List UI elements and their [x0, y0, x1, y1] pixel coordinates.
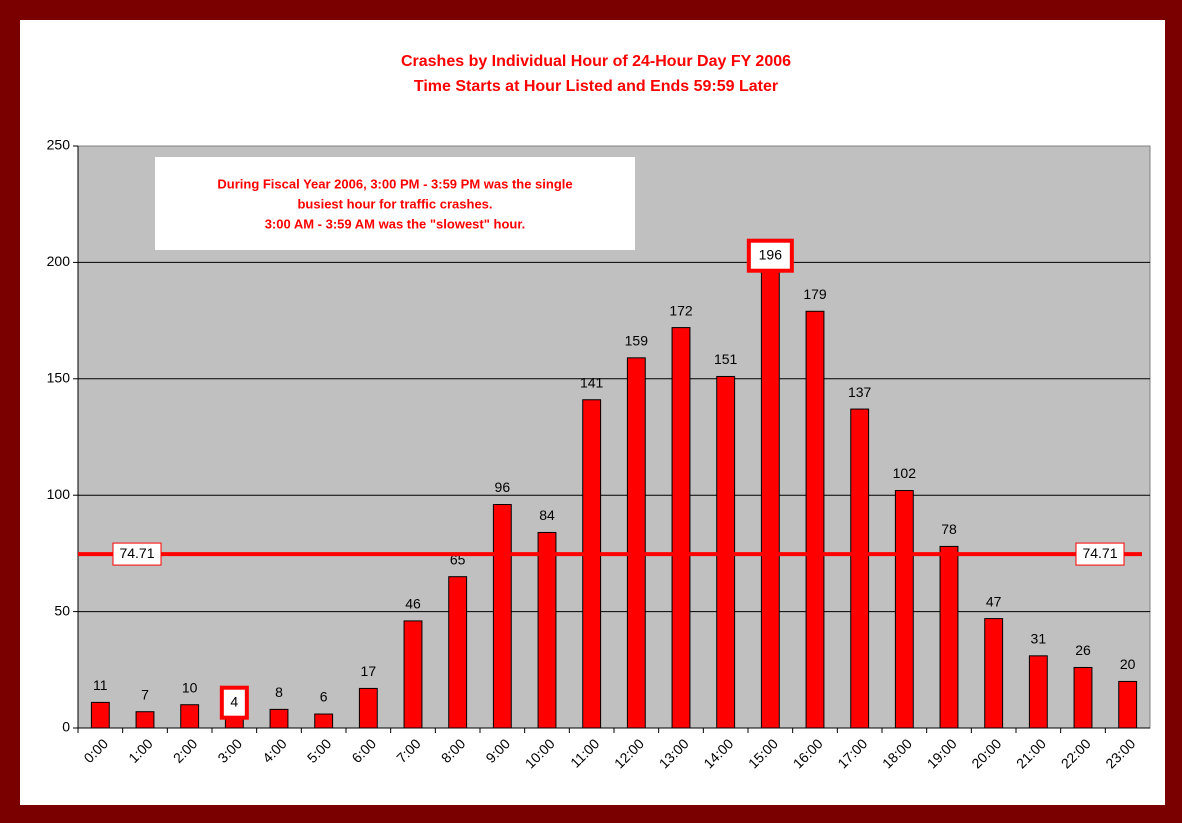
annotation: busiest hour for traffic crashes.: [297, 196, 492, 211]
data-label: 102: [893, 465, 917, 481]
bar: [671, 327, 691, 729]
data-label: 7: [141, 686, 149, 702]
bar: [537, 531, 557, 729]
data-label: 96: [495, 479, 511, 495]
average-label: 74.71: [1082, 545, 1117, 561]
data-label: 26: [1075, 642, 1091, 658]
highlight-box: [219, 685, 249, 720]
data-label: 47: [986, 593, 1002, 609]
bar: [805, 310, 825, 729]
annotation: 3:00 AM - 3:59 AM was the "slowest" hour…: [265, 216, 526, 231]
bar: [582, 399, 602, 729]
bar: [939, 545, 959, 729]
data-label: 78: [941, 521, 957, 537]
bar: [1028, 655, 1048, 729]
data-label: 31: [1031, 631, 1047, 647]
highlight-box: [746, 238, 794, 273]
data-label: 8: [275, 684, 283, 700]
bar: [1073, 666, 1093, 729]
bar: [269, 708, 289, 729]
data-label: 11: [93, 677, 108, 693]
bar: [894, 490, 914, 729]
annotation: During Fiscal Year 2006, 3:00 PM - 3:59 …: [217, 176, 572, 191]
data-label: 159: [625, 333, 649, 349]
data-label: 196: [759, 246, 783, 262]
bar: [760, 271, 780, 729]
data-label: 172: [669, 302, 693, 318]
bar: [448, 576, 468, 729]
data-label: 6: [320, 689, 328, 705]
y-tick-label: 0: [62, 719, 70, 735]
bar: [180, 704, 200, 729]
data-label: 84: [539, 507, 555, 523]
data-label: 17: [361, 663, 377, 679]
bar: [90, 701, 110, 729]
data-label: 141: [580, 374, 604, 390]
annotation-box: [155, 157, 635, 250]
chart-subtitle: Time Starts at Hour Listed and Ends 59:5…: [414, 78, 778, 95]
bar: [626, 357, 646, 729]
y-tick-label: 250: [47, 137, 71, 153]
average-label: 74.71: [119, 545, 154, 561]
bar: [492, 504, 512, 729]
data-label: 4: [230, 693, 238, 709]
bar: [403, 620, 423, 729]
average-label-box: [1075, 542, 1125, 566]
y-tick-label: 100: [47, 486, 71, 502]
bar: [1118, 680, 1138, 729]
data-label: 20: [1120, 656, 1136, 672]
data-label: 10: [182, 679, 198, 695]
data-label: 179: [803, 286, 827, 302]
bar: [358, 687, 378, 729]
bar: [314, 713, 334, 729]
chart-title: Crashes by Individual Hour of 24-Hour Da…: [401, 53, 791, 70]
bar: [135, 711, 155, 729]
bar: [984, 618, 1004, 729]
data-label: 46: [405, 596, 421, 612]
bar: [224, 718, 244, 729]
bar: [850, 408, 870, 729]
y-tick-label: 50: [54, 602, 70, 618]
average-label-box: [112, 542, 162, 566]
data-label: 137: [848, 384, 872, 400]
y-tick-label: 200: [47, 253, 71, 269]
y-tick-label: 150: [47, 370, 71, 386]
data-label: 151: [714, 351, 738, 367]
